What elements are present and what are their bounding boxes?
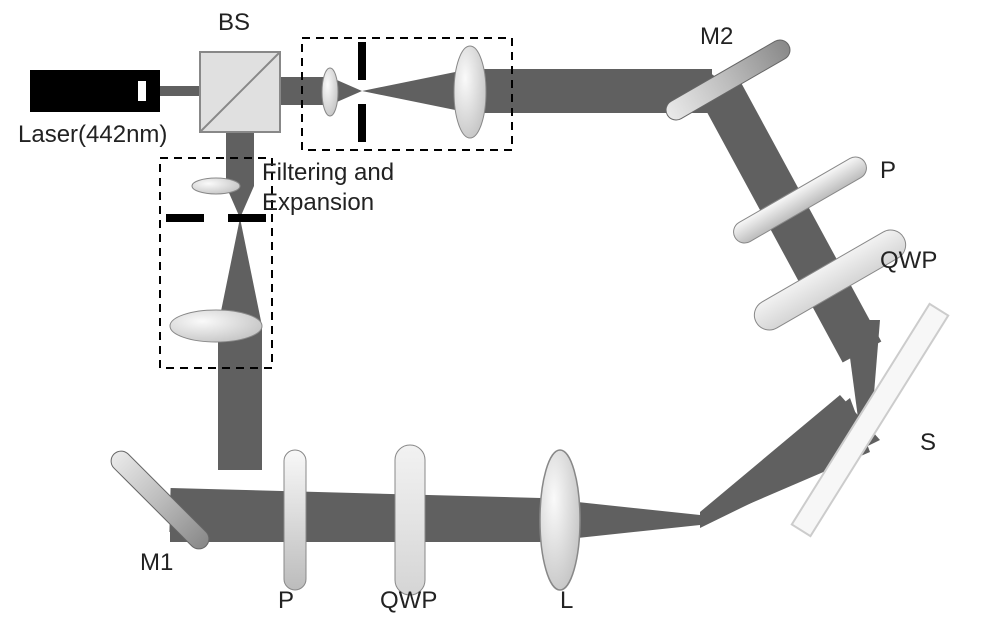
label-p-top: P [880, 157, 896, 184]
label-l: L [560, 587, 573, 614]
polarizer-bottom [284, 450, 306, 590]
label-s: S [920, 429, 936, 456]
lens-l [540, 450, 580, 590]
label-p-bot: P [278, 587, 294, 614]
lens-small-side [192, 178, 240, 194]
qwp-bottom [395, 445, 425, 595]
label-qwp-bot: QWP [380, 587, 437, 614]
lens-small-top [322, 68, 338, 116]
label-qwp-top: QWP [880, 247, 937, 274]
label-bs: BS [218, 9, 250, 36]
lens-big-top [454, 46, 486, 138]
label-filter-1: Filtering and [262, 159, 394, 186]
label-laser: Laser(442nm) [18, 121, 167, 148]
lens-big-side [170, 310, 262, 342]
optics-diagram: Laser(442nm) BS M1 M2 P QWP P QWP L S Filtering an… [0, 0, 1000, 639]
label-m2: M2 [700, 23, 733, 50]
label-filter-2: Expansion [262, 189, 374, 216]
label-m1: M1 [140, 549, 173, 576]
